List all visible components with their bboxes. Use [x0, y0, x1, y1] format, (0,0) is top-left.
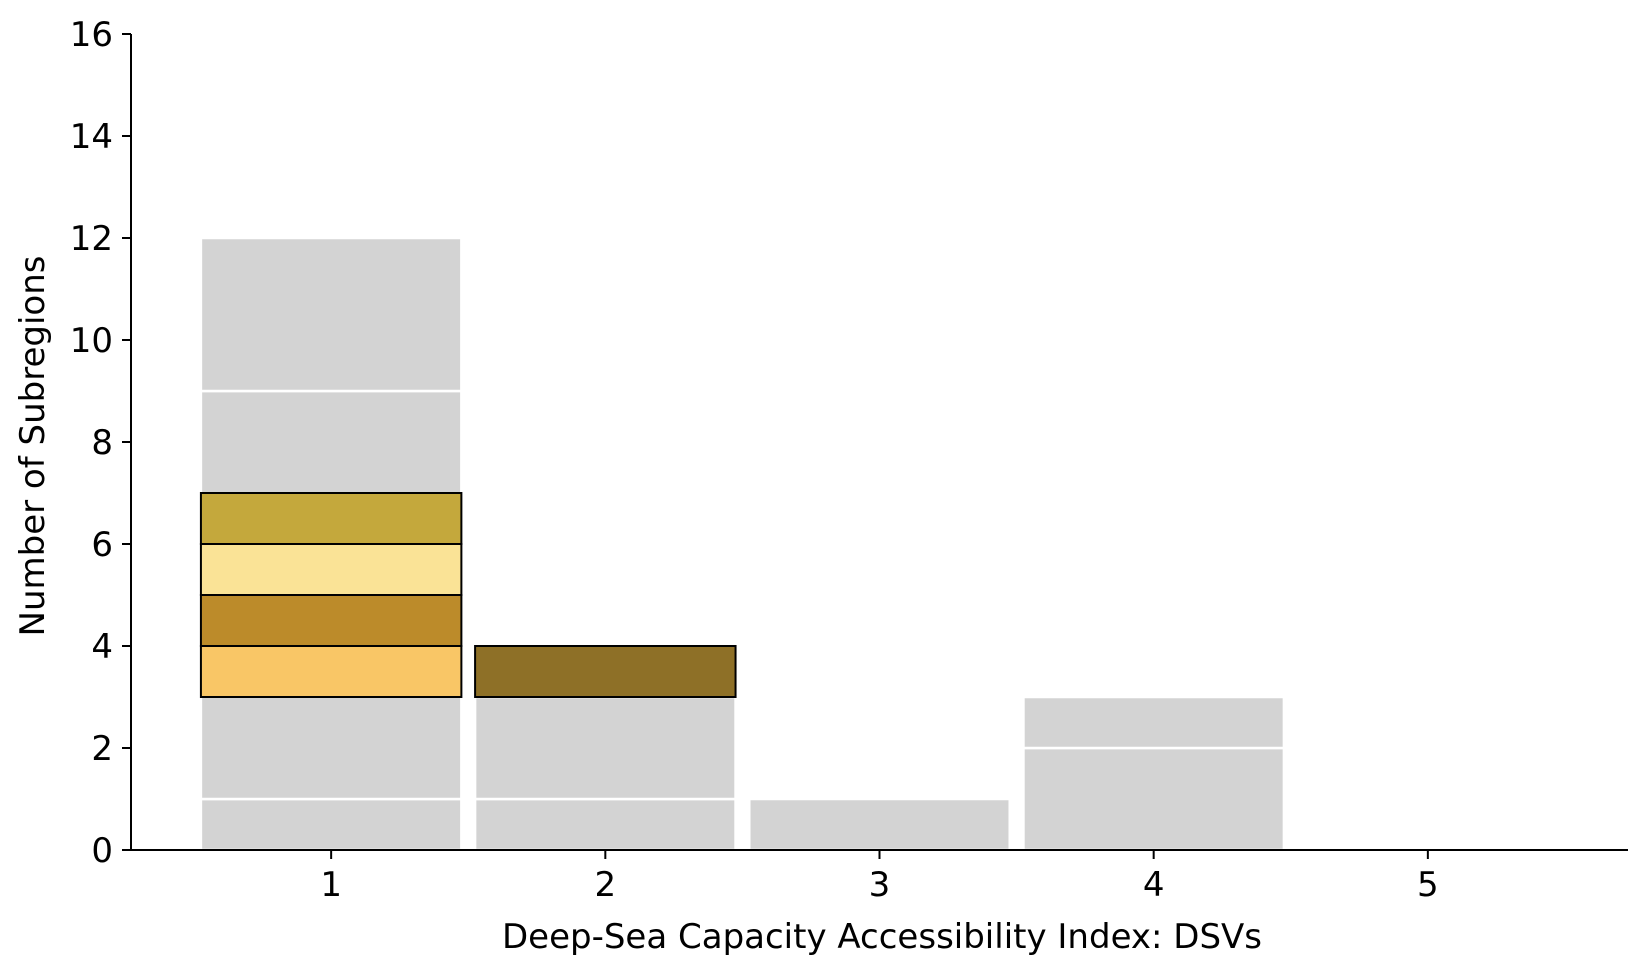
- x-tick-label: 1: [320, 865, 342, 905]
- x-ticks: 1 2 3 4 5: [320, 850, 1439, 905]
- background-bar-segment: [1022, 746, 1286, 852]
- y-ticks: 0 2 4 6 8 10 12 14 16: [70, 15, 131, 871]
- highlighted-bar-segment: [474, 645, 737, 698]
- highlighted-bar-segment: [199, 492, 463, 545]
- x-tick-label: 5: [1417, 865, 1439, 905]
- highlighted-bar-segment: [199, 594, 463, 647]
- background-bar-segment: [473, 797, 737, 852]
- background-bar-segment: [199, 236, 463, 393]
- highlighted-bars: [199, 492, 737, 698]
- background-bar-segment: [199, 797, 463, 852]
- x-axis-title: Deep-Sea Capacity Accessibility Index: D…: [502, 917, 1262, 957]
- y-axis-title: Number of Subregions: [13, 256, 53, 637]
- highlighted-bar-segment: [199, 543, 463, 596]
- y-tick-label: 6: [91, 525, 113, 565]
- x-tick-label: 4: [1143, 865, 1165, 905]
- background-bars: [199, 236, 1286, 852]
- background-bar-segment: [748, 797, 1011, 852]
- y-tick-label: 2: [91, 729, 113, 769]
- x-tick-label: 3: [869, 865, 891, 905]
- background-bar-segment: [473, 695, 737, 801]
- y-tick-label: 0: [91, 831, 113, 871]
- x-tick-label: 2: [595, 865, 617, 905]
- y-tick-label: 10: [70, 321, 113, 361]
- y-tick-label: 12: [70, 219, 113, 259]
- y-tick-label: 16: [70, 15, 113, 55]
- highlighted-bar-segment: [199, 645, 463, 698]
- y-tick-label: 14: [70, 117, 113, 157]
- y-tick-label: 4: [91, 627, 113, 667]
- background-bar-segment: [1022, 695, 1286, 750]
- y-tick-label: 8: [91, 423, 113, 463]
